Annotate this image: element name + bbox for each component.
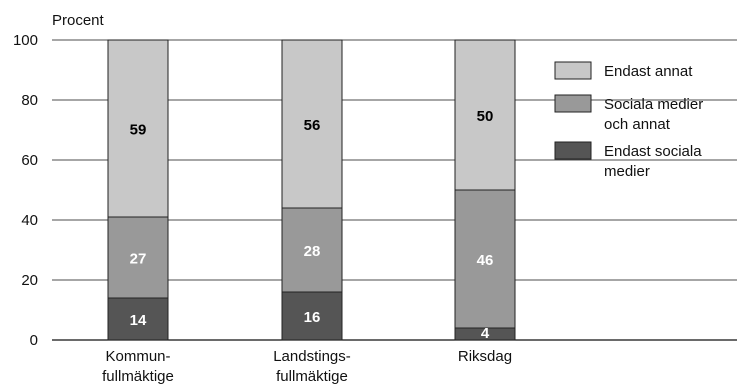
y-axis-ticks: 0 20 40 60 80 100: [13, 32, 38, 349]
data-label: 46: [477, 252, 494, 269]
data-label: 50: [477, 108, 494, 125]
x-axis-categories: Kommun-fullmäktige Landstings-fullmäktige…: [102, 348, 512, 385]
y-tick-label: 80: [21, 92, 38, 109]
x-category-label: Riksdag: [458, 348, 512, 365]
legend-swatch: [554, 141, 592, 160]
data-label: 4: [481, 325, 490, 342]
data-label: 59: [130, 122, 147, 139]
x-category-label: Kommun-fullmäktige: [102, 348, 174, 385]
legend: Endast annat Sociala medier och annat Endas…: [554, 61, 703, 180]
y-tick-label: 0: [30, 332, 38, 349]
x-category-label: Landstings-fullmäktige: [273, 348, 351, 385]
data-label: 16: [304, 309, 321, 326]
data-label: 14: [130, 312, 147, 329]
data-label: 27: [130, 251, 147, 268]
bar-segment: [107, 297, 169, 341]
bar-segment: [281, 39, 343, 209]
data-label: 28: [304, 243, 321, 260]
bar-segment: [107, 216, 169, 299]
bar-segment: [281, 207, 343, 293]
legend-label: Endast annat: [604, 63, 693, 80]
y-tick-label: 60: [21, 152, 38, 169]
bar-segment: [107, 39, 169, 218]
bar-segment: [454, 39, 516, 191]
y-tick-label: 20: [21, 272, 38, 289]
legend-label: Endast sociala medier: [604, 143, 702, 180]
legend-swatch: [554, 94, 592, 113]
y-tick-label: 40: [21, 212, 38, 229]
y-tick-label: 100: [13, 32, 38, 49]
bars: [107, 39, 516, 341]
legend-swatch: [554, 61, 592, 80]
y-axis-label: Procent: [52, 12, 105, 29]
data-label: 56: [304, 117, 321, 134]
value-labels: 14 27 59 16 28 56 4 46 50: [130, 108, 494, 342]
legend-label: Sociala medier och annat: [604, 96, 703, 133]
